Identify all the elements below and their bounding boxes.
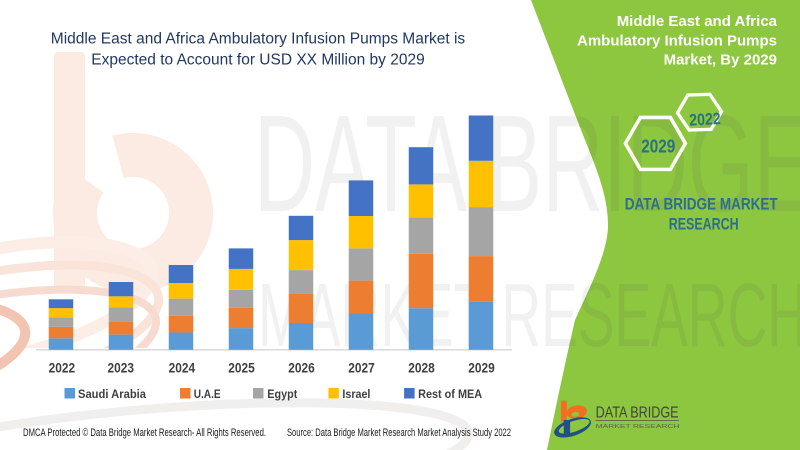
svg-text:2029: 2029 [468, 360, 495, 375]
svg-text:Source: Data Bridge Market Res: Source: Data Bridge Market Research Mark… [287, 427, 511, 439]
svg-text:2027: 2027 [348, 360, 375, 375]
svg-text:U.A.E: U.A.E [194, 387, 221, 401]
svg-text:RESEARCH: RESEARCH [669, 215, 739, 234]
svg-text:Middle East and Africa: Middle East and Africa [617, 13, 778, 30]
svg-text:2024: 2024 [169, 360, 196, 375]
svg-text:2022: 2022 [689, 110, 721, 130]
svg-text:Ambulatory Infusion Pumps: Ambulatory Infusion Pumps [577, 32, 777, 49]
svg-text:Expected to Account for USD XX: Expected to Account for USD XX Million b… [91, 52, 424, 69]
svg-text:2028: 2028 [408, 360, 435, 375]
svg-text:2025: 2025 [228, 360, 255, 375]
svg-text:2022: 2022 [49, 360, 76, 375]
svg-text:Egypt: Egypt [267, 387, 297, 401]
svg-text:DATA BRIDGE: DATA BRIDGE [254, 86, 800, 241]
svg-text:2026: 2026 [288, 360, 315, 375]
svg-text:Israel: Israel [342, 387, 370, 401]
svg-text:2023: 2023 [108, 360, 135, 375]
svg-text:Saudi Arabia: Saudi Arabia [78, 387, 146, 401]
svg-text:MARKET RESEARCH: MARKET RESEARCH [258, 266, 800, 366]
svg-text:Middle East and Africa Ambulat: Middle East and Africa Ambulatory Infusi… [51, 31, 466, 48]
svg-text:2029: 2029 [641, 136, 675, 156]
svg-text:Market, By 2029: Market, By 2029 [664, 52, 777, 69]
svg-text:Rest of MEA: Rest of MEA [418, 387, 482, 401]
svg-text:DATA BRIDGE MARKET: DATA BRIDGE MARKET [625, 195, 778, 214]
svg-text:DMCA Protected © Data Bridge M: DMCA Protected © Data Bridge Market Rese… [23, 427, 266, 439]
svg-text:MARKET RESEARCH: MARKET RESEARCH [596, 424, 680, 430]
svg-text:DATA BRIDGE: DATA BRIDGE [596, 405, 679, 422]
